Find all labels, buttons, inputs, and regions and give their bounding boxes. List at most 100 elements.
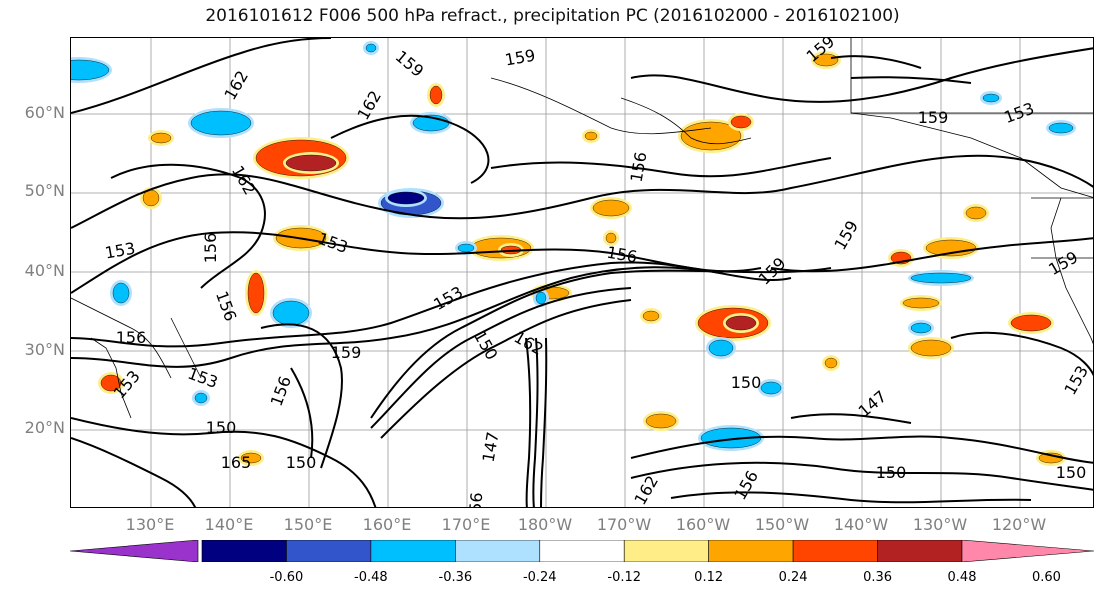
lon-label: 150°W xyxy=(754,515,810,534)
contour-line xyxy=(490,157,832,178)
precip-blob xyxy=(429,85,443,105)
contour-line xyxy=(71,437,197,507)
colorbar-tick-label: -0.60 xyxy=(269,570,304,585)
colorbar-tick-label: 0.36 xyxy=(863,570,893,585)
lat-label-30: 30°N xyxy=(24,340,65,359)
contour-line xyxy=(330,114,490,184)
colorbar-tick-label: 0.12 xyxy=(694,570,724,585)
lat-label-40: 40°N xyxy=(24,261,65,280)
precip-blob xyxy=(592,199,630,217)
precip-blob xyxy=(824,357,838,369)
lon-label: 160°E xyxy=(362,515,412,534)
lon-label: 150°E xyxy=(283,515,333,534)
contour-label: 159 xyxy=(392,47,428,81)
contour-label: 153 xyxy=(1002,99,1037,127)
lon-label: 130°E xyxy=(125,515,175,534)
precip-blob xyxy=(605,232,617,244)
precip-blob xyxy=(982,93,1000,103)
lon-label: 140°E xyxy=(204,515,254,534)
contour-label: 153 xyxy=(103,239,136,263)
precip-blob xyxy=(190,110,252,136)
contour-label: 159 xyxy=(830,217,862,253)
precip-blob xyxy=(247,272,265,314)
colorbar-tick-label: 0.48 xyxy=(947,570,977,585)
coastline xyxy=(71,297,172,379)
contour-line xyxy=(790,413,912,424)
contour-label: 150 xyxy=(1056,463,1087,482)
contour-line xyxy=(630,47,1093,103)
precip-blob xyxy=(457,243,475,253)
lon-label: 130°W xyxy=(912,515,968,534)
contour-line xyxy=(370,267,832,419)
contour-line xyxy=(525,337,532,507)
coastline xyxy=(850,38,1093,114)
contour-label: 147 xyxy=(479,430,503,463)
lon-label: 120°W xyxy=(991,515,1047,534)
lon-label: 170°E xyxy=(441,515,491,534)
contour-label: 159 xyxy=(1045,247,1081,279)
contour-line xyxy=(540,337,548,507)
contour-line xyxy=(370,287,632,429)
precip-blob xyxy=(1010,314,1052,332)
contour-line xyxy=(380,299,632,439)
colorbar-arrow-high xyxy=(961,539,1095,563)
contour-label: 156 xyxy=(730,467,762,503)
colorbar-segment xyxy=(708,539,794,563)
contour-line xyxy=(830,55,922,69)
contour-label: 156 xyxy=(212,289,240,324)
colorbar-tick-label: 0.60 xyxy=(1031,570,1061,585)
precip-blob xyxy=(910,339,952,357)
precip-blob xyxy=(194,392,208,404)
precip-blob xyxy=(645,413,677,429)
precip-blob xyxy=(150,132,172,144)
precip-blob xyxy=(285,154,337,172)
contour-line xyxy=(71,38,332,114)
colorbar-segment xyxy=(286,539,372,563)
precip-blob xyxy=(730,115,752,129)
map-title: 2016101612 F006 500 hPa refract., precip… xyxy=(205,6,900,26)
contour-label: 153 xyxy=(1060,362,1092,398)
colorbar-tick-label: -0.48 xyxy=(354,570,388,585)
coastline xyxy=(90,337,132,419)
precip-blob xyxy=(642,310,660,322)
coastline xyxy=(170,317,202,379)
contour-label: 153 xyxy=(110,367,144,403)
contour-label: 159 xyxy=(503,46,536,70)
colorbar-tick-label: 0.24 xyxy=(778,570,808,585)
contour-label: 156 xyxy=(116,328,147,347)
coastline xyxy=(1050,197,1093,345)
contour-line xyxy=(850,76,972,84)
contour-label: 150 xyxy=(206,418,237,437)
precip-blob xyxy=(708,339,734,357)
contour-label: 153 xyxy=(430,282,466,314)
contour-label: 153 xyxy=(315,229,350,257)
contour-label: 153 xyxy=(185,364,220,392)
coastline xyxy=(850,112,1093,198)
precip-blob xyxy=(535,291,547,305)
contour-line xyxy=(71,261,792,348)
colorbar-segment xyxy=(877,539,963,563)
precip-blob xyxy=(100,374,122,392)
contour-label: 159 xyxy=(755,254,790,289)
refractivity-contours xyxy=(71,38,1093,507)
colorbar-arrow-low xyxy=(69,539,199,563)
contour-label: 156 xyxy=(201,233,220,264)
colorbar-segment xyxy=(792,539,878,563)
precip-blob xyxy=(584,131,598,141)
coastline xyxy=(620,97,752,145)
precip-blob xyxy=(965,206,987,220)
contour-label: 159 xyxy=(918,108,949,127)
lat-label-50: 50°N xyxy=(24,181,65,200)
precip-blob xyxy=(272,300,310,326)
contour-line xyxy=(630,461,1093,491)
precip-blob xyxy=(910,272,972,284)
contour-label: 159 xyxy=(331,343,362,362)
contour-label: 165 xyxy=(221,453,252,472)
contour-line xyxy=(290,367,314,459)
contour-label: 150 xyxy=(286,453,317,472)
contour-line xyxy=(532,337,539,507)
precip-blob xyxy=(240,452,262,464)
precip-blob xyxy=(725,315,757,331)
contour-line xyxy=(71,266,722,368)
